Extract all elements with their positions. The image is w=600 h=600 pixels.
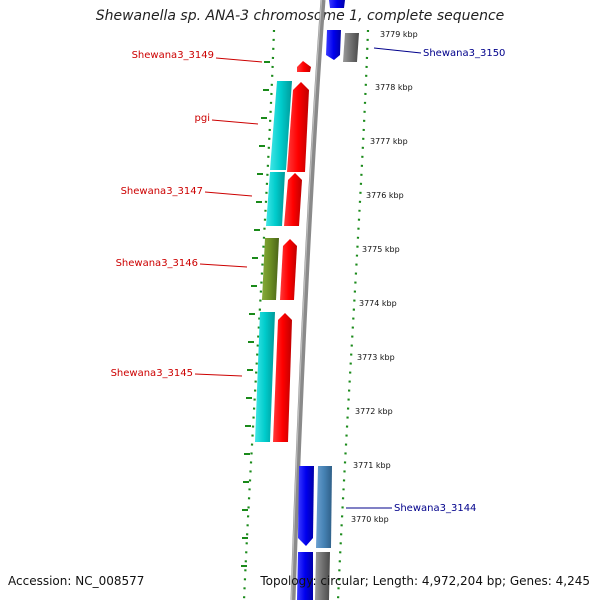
feature-gray-3150[interactable] [343, 33, 359, 62]
tick-label: 3773 kbp [357, 353, 395, 362]
gene-reverse-3143[interactable] [297, 552, 313, 600]
feature-gray-3143[interactable] [315, 552, 330, 600]
gene-label-forward[interactable]: Shewana3_3145 [111, 368, 193, 379]
tick-label: 3776 kbp [366, 191, 404, 200]
scale-labels: 3779 kbp 3778 kbp 3777 kbp 3776 kbp 3775… [351, 30, 418, 524]
tick-label: 3774 kbp [359, 299, 397, 308]
tick-label: 3771 kbp [353, 461, 391, 470]
gene-reverse-3144[interactable] [298, 466, 314, 546]
tick-label: 3775 kbp [362, 245, 400, 254]
accession-text: Accession: NC_008577 [8, 574, 145, 588]
label-leaders [194, 47, 422, 509]
feature-cyan-pgi[interactable] [270, 81, 292, 170]
gene-reverse-3151[interactable] [329, 0, 345, 8]
gene-reverse-3150[interactable] [326, 30, 341, 60]
tick-label: 3772 kbp [355, 407, 393, 416]
gene-label-forward[interactable]: Shewana3_3147 [121, 186, 203, 197]
gene-label-reverse[interactable]: Shewana3_3144 [394, 503, 476, 514]
tick-label: 3777 kbp [370, 137, 408, 146]
gene-forward-3146[interactable] [280, 239, 297, 300]
scale-ring-inner [242, 29, 276, 600]
gene-label-forward[interactable]: Shewana3_3149 [132, 50, 214, 61]
map-title: Shewanella sp. ANA-3 chromosome 1, compl… [95, 8, 505, 24]
feature-cyan-3145[interactable] [255, 312, 275, 442]
topology-text: Topology: circular; Length: 4,972,204 bp… [260, 574, 590, 588]
tick-label: 3779 kbp [380, 30, 418, 39]
scale-ring-outer [336, 29, 370, 600]
feature-olive-3146[interactable] [262, 238, 279, 300]
gene-label-forward[interactable]: Shewana3_3146 [116, 258, 198, 269]
tick-label: 3770 kbp [351, 515, 389, 524]
gene-forward-3149[interactable] [297, 61, 311, 72]
gene-label-forward[interactable]: pgi [195, 113, 210, 124]
gene-forward-3147[interactable] [284, 173, 302, 226]
tick-label: 3778 kbp [375, 83, 413, 92]
feature-cyan-3147[interactable] [266, 172, 285, 226]
gene-labels: Shewana3_3149 pgi Shewana3_3147 Shewana3… [111, 48, 506, 514]
gene-forward-3145[interactable] [273, 313, 292, 442]
genome-backbone [290, 0, 326, 600]
gene-forward-pgi[interactable] [287, 82, 309, 172]
inner-ticks [241, 61, 270, 567]
feature-steelblue-3144[interactable] [316, 466, 332, 548]
gene-label-reverse[interactable]: Shewana3_3150 [423, 48, 505, 59]
